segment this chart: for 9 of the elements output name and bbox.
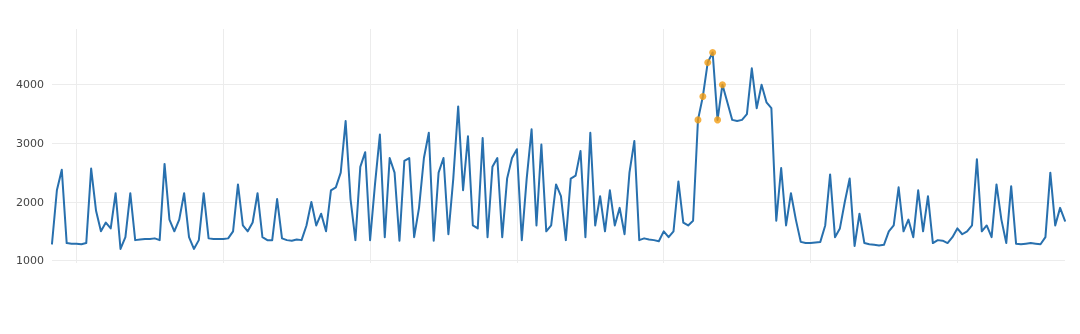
point (704, 58, 712, 66)
point (709, 48, 717, 56)
y-tick-label: 1000 (16, 254, 44, 268)
point (718, 81, 726, 89)
y-tick-label: 3000 (16, 136, 44, 150)
point (699, 92, 707, 100)
y-tick-label: 4000 (16, 78, 44, 92)
point (714, 116, 722, 124)
y-tick-label: 2000 (16, 195, 44, 209)
